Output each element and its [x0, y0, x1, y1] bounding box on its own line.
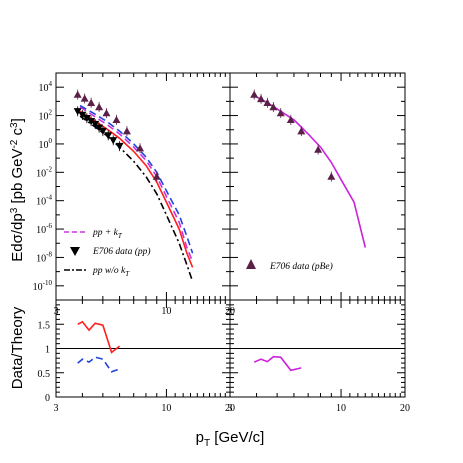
panels	[55, 72, 406, 398]
series-3-0	[253, 355, 302, 372]
y-ticks	[230, 72, 405, 301]
y-tick-label: 0.5	[38, 369, 51, 380]
legend-swatch	[70, 247, 80, 256]
x-tick-label: 3	[54, 403, 59, 414]
series-line	[77, 356, 120, 373]
y-axis-title-top: Edσ/dp3 [pb GeV-2 c3]	[9, 118, 26, 262]
series-line	[79, 104, 194, 254]
y-tick-label: 10-2	[36, 165, 52, 179]
series-0-5	[73, 89, 161, 182]
x-tick-label: 10	[161, 403, 171, 414]
series-0-2	[79, 104, 194, 254]
panel-bottom-left	[55, 299, 231, 398]
series-line	[79, 106, 194, 262]
series-line	[79, 110, 194, 268]
x-tick-label: 20	[400, 403, 410, 414]
series-line	[253, 355, 302, 372]
series-1-0	[253, 94, 367, 248]
y-tick-label: 1.5	[38, 320, 51, 331]
y-tick-label: 100	[39, 137, 53, 151]
series-line	[77, 320, 121, 354]
x-ticks	[229, 73, 406, 300]
panel-top-right	[229, 72, 406, 301]
x-ticks	[55, 73, 231, 300]
legend-label: E706 data (pp)	[92, 246, 151, 257]
x-ticks	[55, 300, 231, 397]
series-0-1	[79, 110, 194, 268]
x-tick-label: 3	[228, 403, 233, 414]
series-2-1	[77, 356, 120, 373]
series-0-0	[79, 106, 194, 262]
legend-label: E706 data (pBe)	[269, 261, 333, 272]
panel-top-left	[55, 72, 231, 301]
legend-top-right: E706 data (pBe)	[246, 259, 333, 272]
series-0-4	[73, 106, 124, 152]
x-tick-label: 20	[225, 403, 235, 414]
x-tick-label: 10	[336, 403, 346, 414]
legend-label: pp + kT	[92, 228, 123, 240]
y-tick-label: 10-8	[36, 250, 52, 264]
legend-swatch	[246, 259, 256, 269]
x-tick-label: 20	[225, 306, 235, 317]
y-tick-label: 10-10	[33, 279, 53, 293]
x-tick-label: 10	[161, 306, 171, 317]
x-ticks	[229, 300, 406, 397]
series-1-1	[250, 89, 336, 182]
series-2-0	[77, 320, 121, 354]
y-tick-label: 0	[45, 393, 50, 404]
y-tick-label: 10-4	[36, 194, 52, 208]
legend-label: pp w/o kT	[92, 266, 130, 278]
panel-bottom-right	[229, 299, 406, 398]
series-line	[253, 94, 367, 248]
legend-top-left: pp + kT E706 data (pp) pp w/o kT	[64, 228, 151, 278]
y-tick-label: 10-6	[36, 222, 52, 236]
y-tick-label: 1	[45, 345, 50, 356]
x-tick-label: 3	[54, 306, 59, 317]
y-tick-label: 104	[39, 80, 53, 94]
x-axis-title: pT [GeV/c]	[196, 429, 265, 449]
y-axis-title-bottom: Data/Theory	[9, 306, 26, 389]
y-tick-label: 102	[39, 109, 53, 123]
